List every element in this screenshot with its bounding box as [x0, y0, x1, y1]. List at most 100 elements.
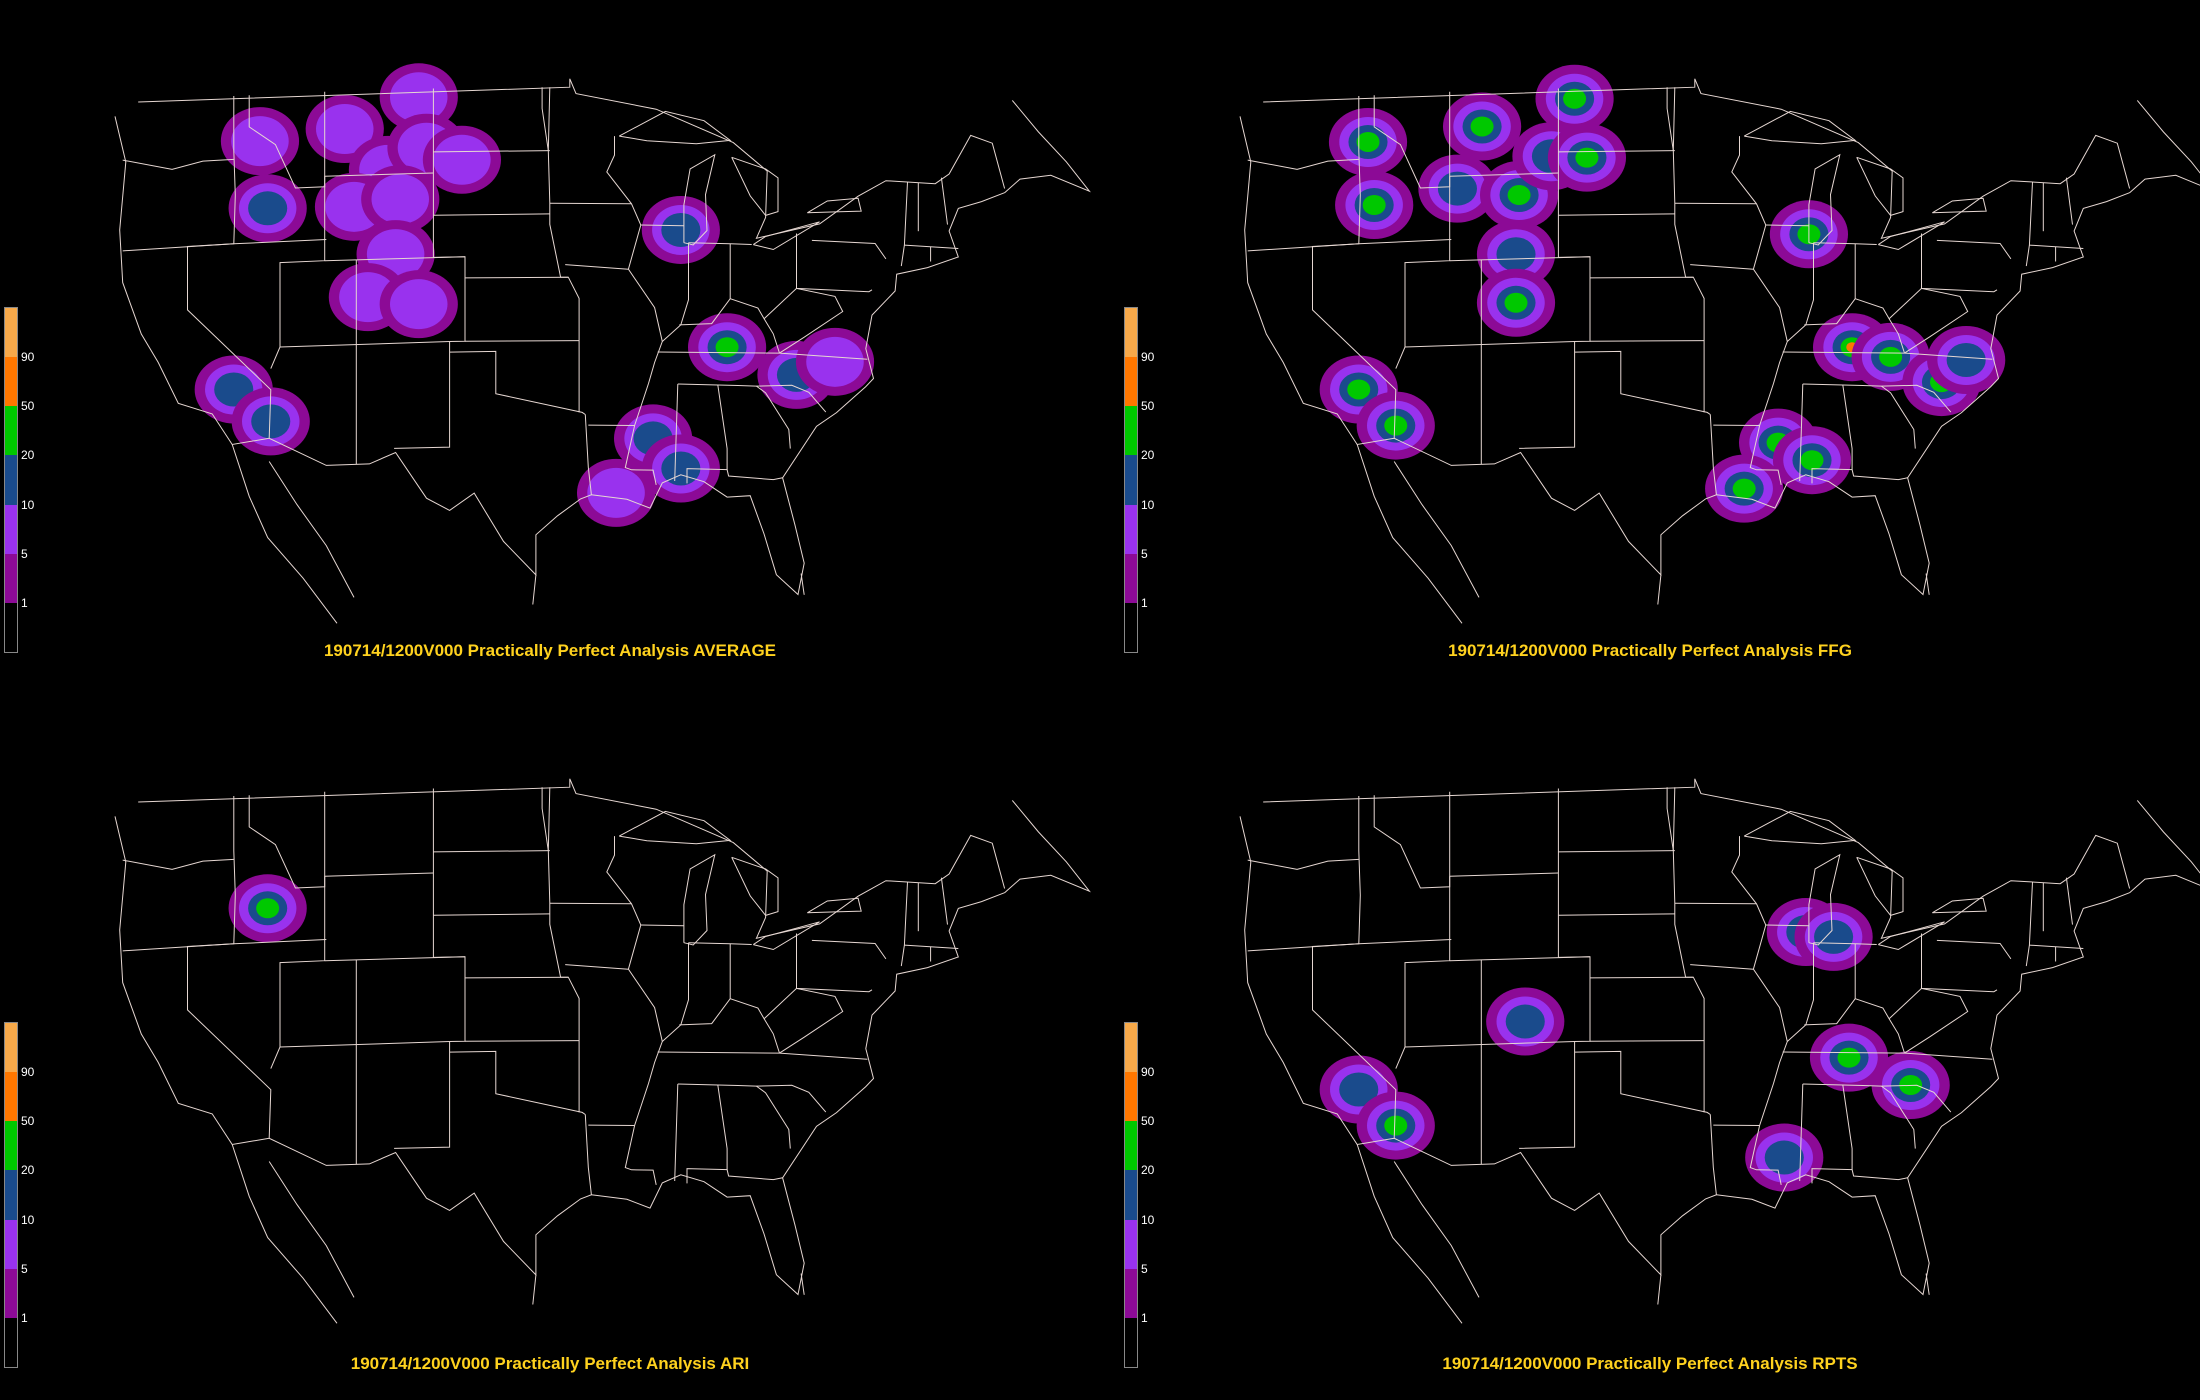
state-line — [433, 850, 550, 853]
state-line — [679, 298, 780, 354]
rain-contour-level-4 — [1470, 116, 1494, 137]
rain-contour-level-3 — [248, 191, 288, 226]
florida-keys — [1925, 1273, 1930, 1295]
rain-area — [231, 387, 310, 456]
map-rpts — [1239, 778, 2200, 1324]
color-legend: 90 50 20 10 5 1 — [1124, 1022, 1154, 1368]
legend-label: 90 — [21, 1065, 35, 1080]
rain-area — [361, 165, 440, 234]
rain-contour-level-4 — [1362, 195, 1386, 215]
state-line — [1804, 298, 1905, 354]
rain-contour-level-3 — [1946, 342, 1986, 377]
state-line — [187, 796, 272, 1139]
rain-area — [1535, 64, 1614, 133]
state-line — [1589, 276, 1694, 279]
great-lake — [1878, 221, 1945, 251]
coastline — [1239, 116, 2130, 596]
rain-contour-level-4 — [1504, 292, 1528, 313]
canada-border — [1263, 778, 2131, 940]
legend-label: 90 — [21, 350, 35, 365]
state-line — [1558, 150, 1675, 153]
rain-contour-level-2 — [587, 467, 645, 518]
rain-contour-level-4 — [1356, 131, 1380, 152]
maritimes-coast — [1004, 100, 1091, 194]
panel-rpts: 90 50 20 10 5 1 190714/1200V000 Practically P… — [1100, 700, 2200, 1400]
state-line — [1936, 939, 2012, 960]
state-line — [1404, 1041, 1575, 1048]
legend-swatch — [1125, 602, 1137, 652]
state-line — [122, 943, 234, 952]
great-lake — [1856, 856, 1904, 916]
baja-coast — [1356, 444, 1463, 624]
maritimes-coast — [1004, 800, 1091, 894]
state-line — [1666, 787, 1674, 851]
panel-caption: 190714/1200V000 Practically Perfect Anal… — [323, 641, 777, 660]
rain-contour-level-4 — [1879, 346, 1903, 367]
rain-area — [220, 107, 300, 176]
state-line — [606, 836, 663, 1186]
state-line — [1672, 87, 1705, 413]
state-line — [1786, 242, 1814, 342]
state-line — [1449, 256, 1591, 262]
legend-swatch — [1125, 406, 1137, 456]
legend-label: 50 — [1141, 1114, 1155, 1129]
great-lake — [618, 110, 732, 145]
rain-contour-level-3 — [661, 212, 701, 247]
rain-area — [228, 174, 307, 243]
rain-area — [1476, 268, 1556, 337]
state-line — [1358, 239, 1452, 245]
rain-contour-level-4 — [1575, 147, 1599, 168]
rain-contour-level-4 — [1507, 185, 1531, 206]
state-line — [688, 242, 752, 245]
rain-area — [1486, 987, 1565, 1056]
state-line — [1395, 791, 1451, 1069]
state-line — [756, 385, 791, 449]
state-line — [1813, 942, 1877, 945]
legend-label: 50 — [1141, 399, 1155, 414]
legend-label: 1 — [1141, 595, 1148, 610]
legend-label: 1 — [21, 1310, 28, 1325]
coastline — [1239, 816, 2130, 1296]
rain-area — [1356, 1091, 1435, 1160]
state-line — [394, 788, 466, 1149]
maritimes-coast — [2129, 100, 2200, 194]
state-line — [433, 213, 550, 216]
rain-area — [422, 125, 502, 194]
state-line — [657, 1051, 780, 1054]
legend-label: 1 — [1141, 1310, 1148, 1325]
legend-swatch — [1125, 504, 1137, 554]
rain-area — [1328, 107, 1408, 176]
state-line — [541, 787, 549, 851]
great-lake — [1878, 921, 1945, 951]
rain-area — [641, 195, 720, 264]
rain-contour-level-3 — [1339, 1072, 1379, 1107]
great-lake — [731, 156, 779, 216]
state-line — [1765, 224, 1809, 227]
state-line — [547, 87, 580, 413]
legend-swatch — [1125, 1072, 1137, 1122]
state-line — [763, 287, 844, 354]
panel-caption: 190714/1200V000 Practically Perfect Anal… — [1448, 641, 1852, 660]
florida-keys — [1925, 573, 1930, 595]
legend-swatch — [1125, 1170, 1137, 1220]
state-line — [686, 384, 728, 484]
rain-contour-level-3 — [1764, 1140, 1804, 1175]
color-legend: 90 50 20 10 5 1 — [1124, 307, 1154, 653]
state-line — [2025, 881, 2033, 967]
state-line — [1813, 242, 1877, 245]
rain-area — [1705, 454, 1784, 523]
legend-label: 5 — [21, 1261, 28, 1276]
state-line — [1247, 243, 1359, 252]
rain-area — [1418, 154, 1497, 223]
state-line — [1936, 239, 2012, 260]
canada-border — [1263, 78, 2131, 240]
state-line — [270, 91, 326, 369]
state-line — [1709, 414, 1717, 495]
legend-label: 90 — [1141, 350, 1155, 365]
state-line — [677, 383, 827, 413]
great-lake — [753, 221, 820, 251]
rain-contour-level-4 — [1800, 450, 1824, 471]
rain-contour-level-3 — [661, 451, 701, 486]
rain-contour-level-4 — [1837, 1047, 1861, 1068]
legend-swatch — [5, 1072, 17, 1122]
